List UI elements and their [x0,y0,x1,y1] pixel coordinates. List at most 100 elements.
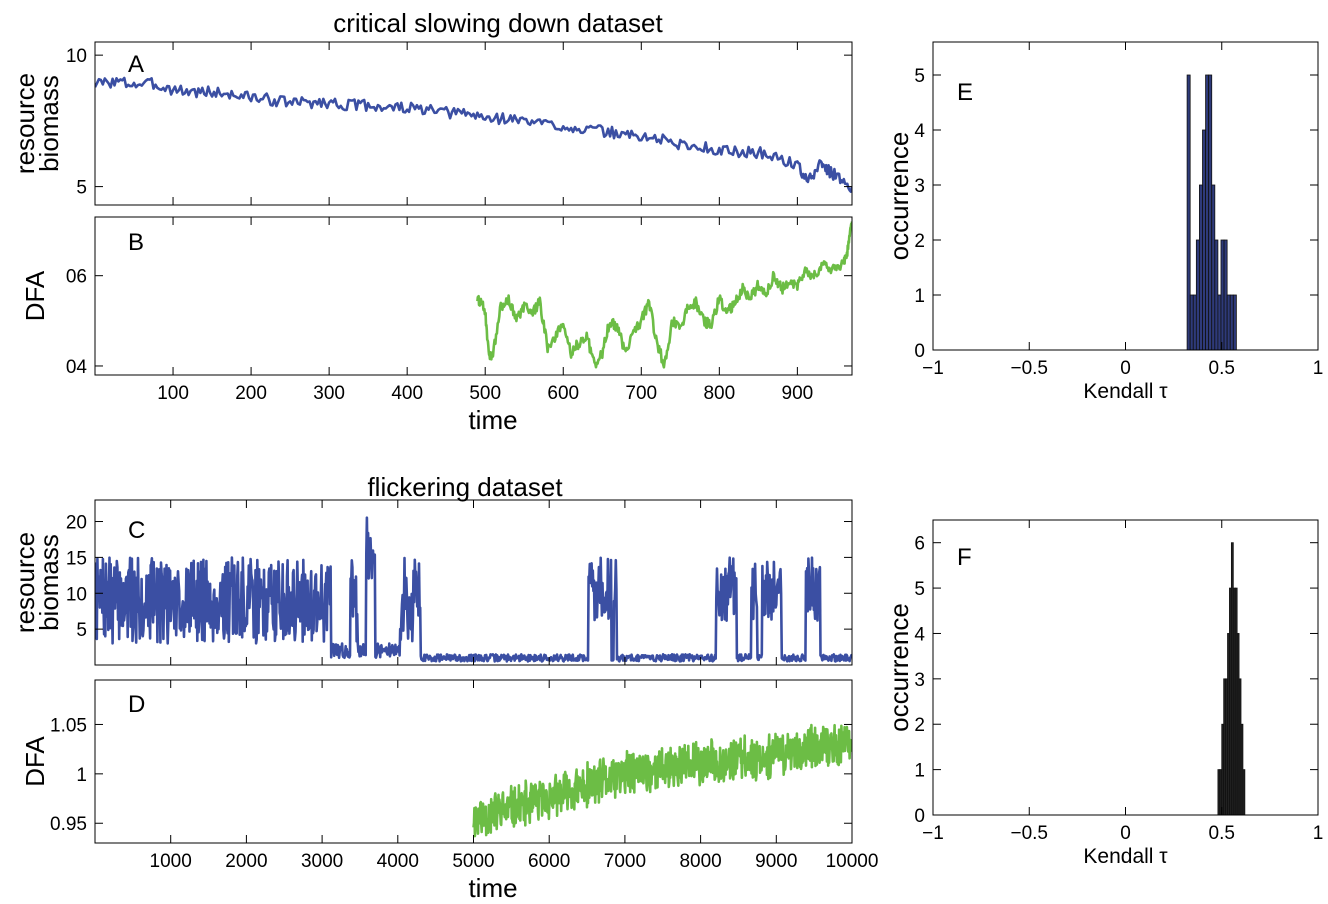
y-tick-label: 06 [66,267,87,288]
x-axis-label: time [468,405,517,435]
panel-letter-c: C [128,517,145,544]
x-tick-label: −0.5 [1010,358,1048,379]
x-tick-label: 2000 [225,851,267,872]
y-tick-label: 5 [914,66,925,87]
y-tick-label: 3 [914,670,925,691]
x-tick-label: 0 [1120,358,1131,379]
histogram-bar [1195,239,1200,350]
title-critical-slowing-down: critical slowing down dataset [333,8,663,38]
chart-d: 1000 2000 3000 4000 5000 6000 7000 8000 9000 1000… [20,679,878,903]
x-axis-label: Kendall τ [1083,845,1168,868]
histogram-bar [1214,239,1219,350]
axes-box-e [932,41,1319,351]
y-axis-label: resource [10,73,40,174]
series-line-d [472,723,852,838]
plot-area-e [1186,74,1237,350]
panel-letter-f: F [957,544,972,571]
y-axis-label: resource [10,532,40,633]
plot-area-f [1217,542,1246,815]
series-line-c [95,516,852,663]
histogram-bar [1199,184,1203,350]
x-tick-label: 7000 [604,851,646,872]
y-axis-label: occurrence [884,603,914,732]
y-tick-label: 20 [66,513,87,534]
series-line-a [95,76,852,193]
panel-letter-e: E [957,79,973,106]
x-tick-label: 100 [157,383,189,404]
y-tick-label: 0 [914,341,925,362]
axes-box-a [94,41,853,206]
y-tick-label: 1 [914,286,925,307]
x-tick-label: 9000 [755,851,797,872]
y-axis-label: DFA [20,736,50,787]
histogram-bar [1211,184,1216,350]
x-tick-label: 600 [547,383,579,404]
y-tick-label: 04 [66,357,88,378]
x-tick-label: 0.5 [1209,823,1235,844]
y-tick-label: 0.95 [50,814,87,835]
y-tick-label: 0 [914,806,925,827]
histogram-bar [1205,74,1210,350]
y-tick-label: 5 [76,620,87,641]
y-tick-label: 3 [914,176,925,197]
x-tick-label: −0.5 [1010,823,1048,844]
title-flickering: flickering dataset [367,472,563,502]
histogram-bar [1232,294,1237,350]
y-tick-label: 5 [76,178,87,199]
y-tick-label: 1 [914,761,925,782]
y-axis-label: biomass [34,75,64,172]
histogram-bar [1208,74,1213,350]
x-tick-label: −1 [922,823,944,844]
histogram-bar [1242,769,1246,815]
axes-box-b [94,216,853,376]
x-tick-label: 0.5 [1209,358,1235,379]
y-tick-label: 1.05 [50,715,87,736]
histogram-bar [1223,239,1228,350]
x-tick-label: 400 [391,383,423,404]
y-tick-label: 2 [914,715,925,736]
y-tick-label: 6 [914,534,925,555]
x-axis-label: Kendall τ [1083,380,1168,403]
x-axis-label: time [468,873,517,903]
x-tick-label: 300 [313,383,345,404]
y-tick-label: 10 [66,584,87,605]
histogram-bar [1192,294,1197,350]
x-tick-label: 5000 [452,851,494,872]
y-tick-label: 15 [66,548,87,569]
x-tick-label: 3000 [301,851,343,872]
y-axis-label: occurrence [884,132,914,261]
histogram-bar [1186,74,1191,350]
y-tick-label: 5 [914,579,925,600]
axes-box-f [932,519,1319,816]
x-tick-label: 8000 [679,851,721,872]
plot-area-a [95,76,852,193]
y-tick-label: 10 [66,46,87,67]
x-tick-label: 900 [782,383,814,404]
y-tick-label: 4 [914,121,925,142]
x-tick-label: 0 [1120,823,1131,844]
x-tick-label: 1000 [150,851,192,872]
x-tick-label: −1 [922,358,944,379]
histogram-bar [1217,294,1222,350]
x-tick-label: 800 [703,383,735,404]
panel-letter-d: D [128,691,145,718]
histogram-bar [1189,294,1194,350]
panel-letter-a: A [128,51,144,78]
y-tick-label: 1 [76,765,87,786]
x-tick-label: 6000 [528,851,570,872]
histogram-bar [1226,294,1231,350]
histogram-bar [1202,129,1206,350]
panel-letter-b: B [128,229,144,256]
x-tick-label: 1 [1313,358,1324,379]
histogram-bar [1229,294,1234,350]
x-tick-label: 200 [235,383,267,404]
series-line-b [476,221,852,369]
y-tick-label: 2 [914,231,925,252]
x-tick-label: 4000 [377,851,419,872]
